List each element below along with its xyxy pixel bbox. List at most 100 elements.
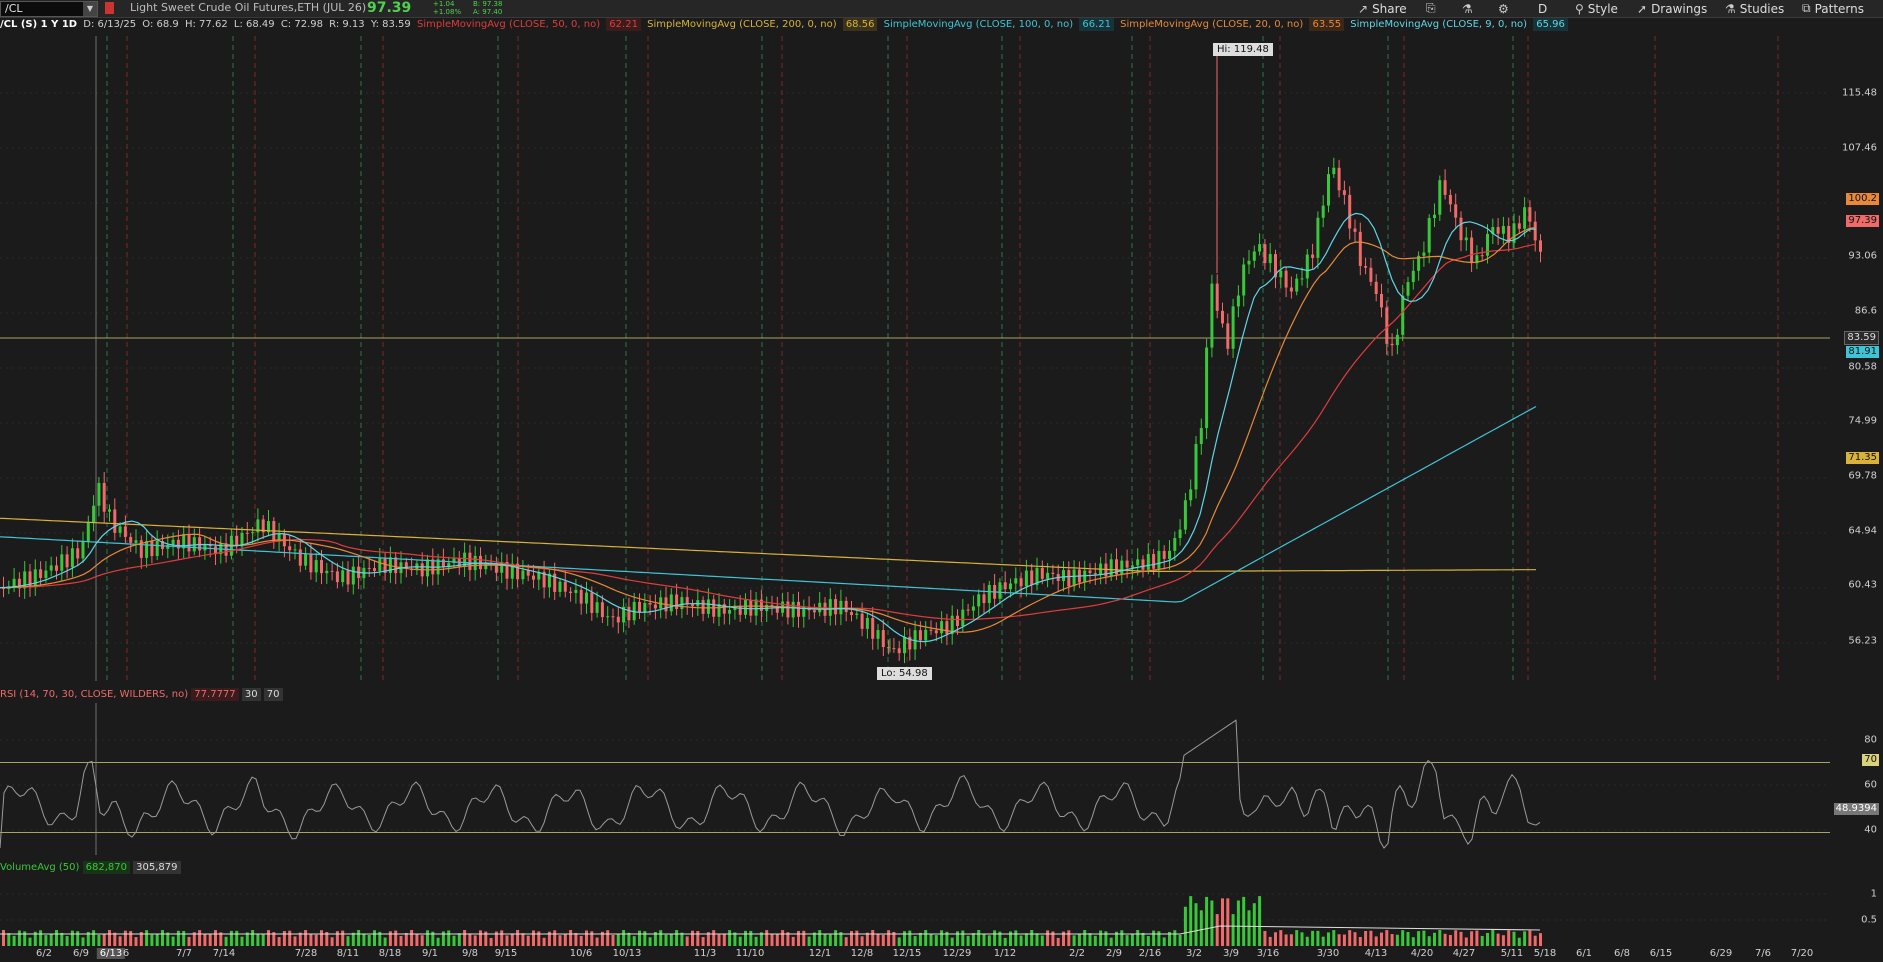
candle-body bbox=[1295, 278, 1299, 292]
date-tick: 9/8 bbox=[461, 948, 479, 959]
share-button[interactable]: ↗ Share bbox=[1358, 1, 1407, 16]
candle-body bbox=[404, 562, 408, 569]
candle-body bbox=[17, 578, 21, 589]
rsi-chart[interactable] bbox=[0, 703, 1830, 855]
price-tick: 60.43 bbox=[1848, 579, 1877, 591]
candle-body bbox=[1189, 489, 1193, 501]
volume-bar bbox=[1146, 936, 1150, 946]
style-button[interactable]: ⚲ Style bbox=[1575, 1, 1618, 16]
candle-body bbox=[1433, 214, 1436, 219]
volume-bar bbox=[929, 933, 933, 946]
candle-body bbox=[1120, 560, 1124, 575]
candle-body bbox=[1300, 278, 1304, 280]
drawings-button[interactable]: ➚ Drawings bbox=[1637, 1, 1708, 16]
time-axis[interactable]: 6/2 6/9 6/13 6 7/7 7/14 7/28 8/11 8/18 9/1 9/8 9/15… bbox=[0, 947, 1830, 962]
volume-bar bbox=[993, 930, 997, 946]
symbol-input[interactable]: /CL ▼ bbox=[0, 1, 98, 17]
period-button[interactable]: D bbox=[1538, 1, 1548, 16]
candle-body bbox=[1448, 194, 1452, 205]
candle-body bbox=[590, 592, 594, 613]
price-tick: 69.78 bbox=[1848, 470, 1877, 482]
candle-body bbox=[802, 606, 806, 617]
volume-bar bbox=[1517, 937, 1521, 946]
sma100-label[interactable]: SimpleMovingAvg (CLOSE, 100, 0, no) bbox=[883, 19, 1074, 30]
volume-bar bbox=[309, 934, 313, 946]
candle-body bbox=[1221, 310, 1224, 324]
rsi-line bbox=[0, 719, 1541, 849]
volume-bar bbox=[39, 930, 43, 946]
candle-body bbox=[924, 629, 928, 641]
volume-bar bbox=[865, 932, 869, 946]
volume-bar bbox=[924, 930, 928, 946]
candle-body bbox=[574, 589, 578, 594]
flag-icon[interactable] bbox=[105, 2, 114, 14]
candle-body bbox=[1385, 307, 1389, 344]
candle-body bbox=[749, 600, 753, 616]
candle-body bbox=[97, 482, 101, 506]
sma20-label[interactable]: SimpleMovingAvg (CLOSE, 20, 0, no) bbox=[1120, 19, 1304, 30]
volume-bar bbox=[277, 937, 281, 946]
candle-body bbox=[516, 563, 520, 580]
volume-bar bbox=[468, 933, 472, 946]
volume-bar bbox=[1443, 933, 1447, 946]
sma200-label[interactable]: SimpleMovingAvg (CLOSE, 200, 0, no) bbox=[647, 19, 837, 30]
volume-bar bbox=[288, 930, 292, 946]
candle-body bbox=[23, 571, 27, 589]
candle-body bbox=[1130, 565, 1134, 568]
price-chart[interactable] bbox=[0, 36, 1830, 681]
settings-button[interactable]: ⚙ bbox=[1498, 0, 1509, 17]
candle-body bbox=[1242, 264, 1246, 296]
date-tick: 6/13 bbox=[96, 948, 126, 959]
sma50-label[interactable]: SimpleMovingAvg (CLOSE, 50, 0, no) bbox=[416, 19, 601, 30]
price-axis[interactable]: 115.48 107.46 93.06 86.6 80.58 74.99 69.… bbox=[1831, 36, 1883, 681]
volume-bar bbox=[330, 937, 334, 946]
candle-body bbox=[1411, 270, 1415, 283]
volume-bar bbox=[1263, 930, 1267, 946]
candle-body bbox=[1454, 204, 1458, 218]
chevron-down-icon[interactable]: ▼ bbox=[83, 2, 97, 16]
volume-bar bbox=[722, 934, 726, 946]
volume-bar bbox=[92, 930, 96, 946]
volume-chart[interactable] bbox=[0, 876, 1830, 946]
rsi-label[interactable]: RSI (14, 70, 30, CLOSE, WILDERS, no) bbox=[0, 689, 189, 700]
date-tick: 6/29 bbox=[1709, 948, 1733, 959]
candle-body bbox=[81, 541, 85, 559]
volume-bar bbox=[1475, 930, 1479, 946]
volume-bar bbox=[797, 930, 800, 946]
volume-bar bbox=[1072, 935, 1076, 946]
volume-bar bbox=[537, 931, 541, 946]
volume-value-2: 305,879 bbox=[133, 861, 181, 874]
candle-body bbox=[1390, 343, 1394, 346]
volume-bar bbox=[802, 930, 806, 946]
volume-bar bbox=[1205, 896, 1209, 946]
ask-value: A: 97.40 bbox=[473, 8, 503, 16]
candle-body bbox=[383, 558, 387, 574]
volume-bar bbox=[367, 934, 371, 946]
candle-body bbox=[770, 604, 774, 606]
date-tick: 11/3 bbox=[693, 948, 717, 959]
volume-bar bbox=[214, 930, 217, 946]
volume-bar bbox=[595, 937, 599, 946]
studies-button[interactable]: ⚗ Studies bbox=[1725, 1, 1785, 16]
volume-bar bbox=[102, 933, 106, 946]
date-tick: 7/6 bbox=[1754, 948, 1772, 959]
patterns-button[interactable]: ⧉ Patterns bbox=[1802, 1, 1865, 16]
candle-body bbox=[871, 617, 875, 639]
sma9-label[interactable]: SimpleMovingAvg (CLOSE, 9, 0, no) bbox=[1350, 19, 1528, 30]
screenshot-button[interactable]: ⎘ bbox=[1426, 0, 1436, 17]
volume-label[interactable]: VolumeAvg (50) bbox=[0, 862, 80, 873]
volume-bar bbox=[1067, 930, 1071, 946]
candle-body bbox=[553, 573, 557, 592]
candle-body bbox=[1337, 167, 1341, 191]
candle-body bbox=[1496, 227, 1500, 234]
candle-body bbox=[1168, 550, 1171, 559]
candle-body bbox=[1141, 559, 1145, 570]
volume-bar bbox=[1501, 935, 1505, 946]
candle-body bbox=[1422, 252, 1426, 256]
flask-button[interactable]: ⚗ bbox=[1462, 0, 1473, 17]
volume-bar bbox=[516, 930, 520, 946]
volume-bar bbox=[611, 935, 615, 946]
legend-range: R: 9.13 bbox=[329, 19, 365, 30]
volume-bar bbox=[1009, 931, 1012, 946]
volume-bar bbox=[81, 937, 85, 946]
